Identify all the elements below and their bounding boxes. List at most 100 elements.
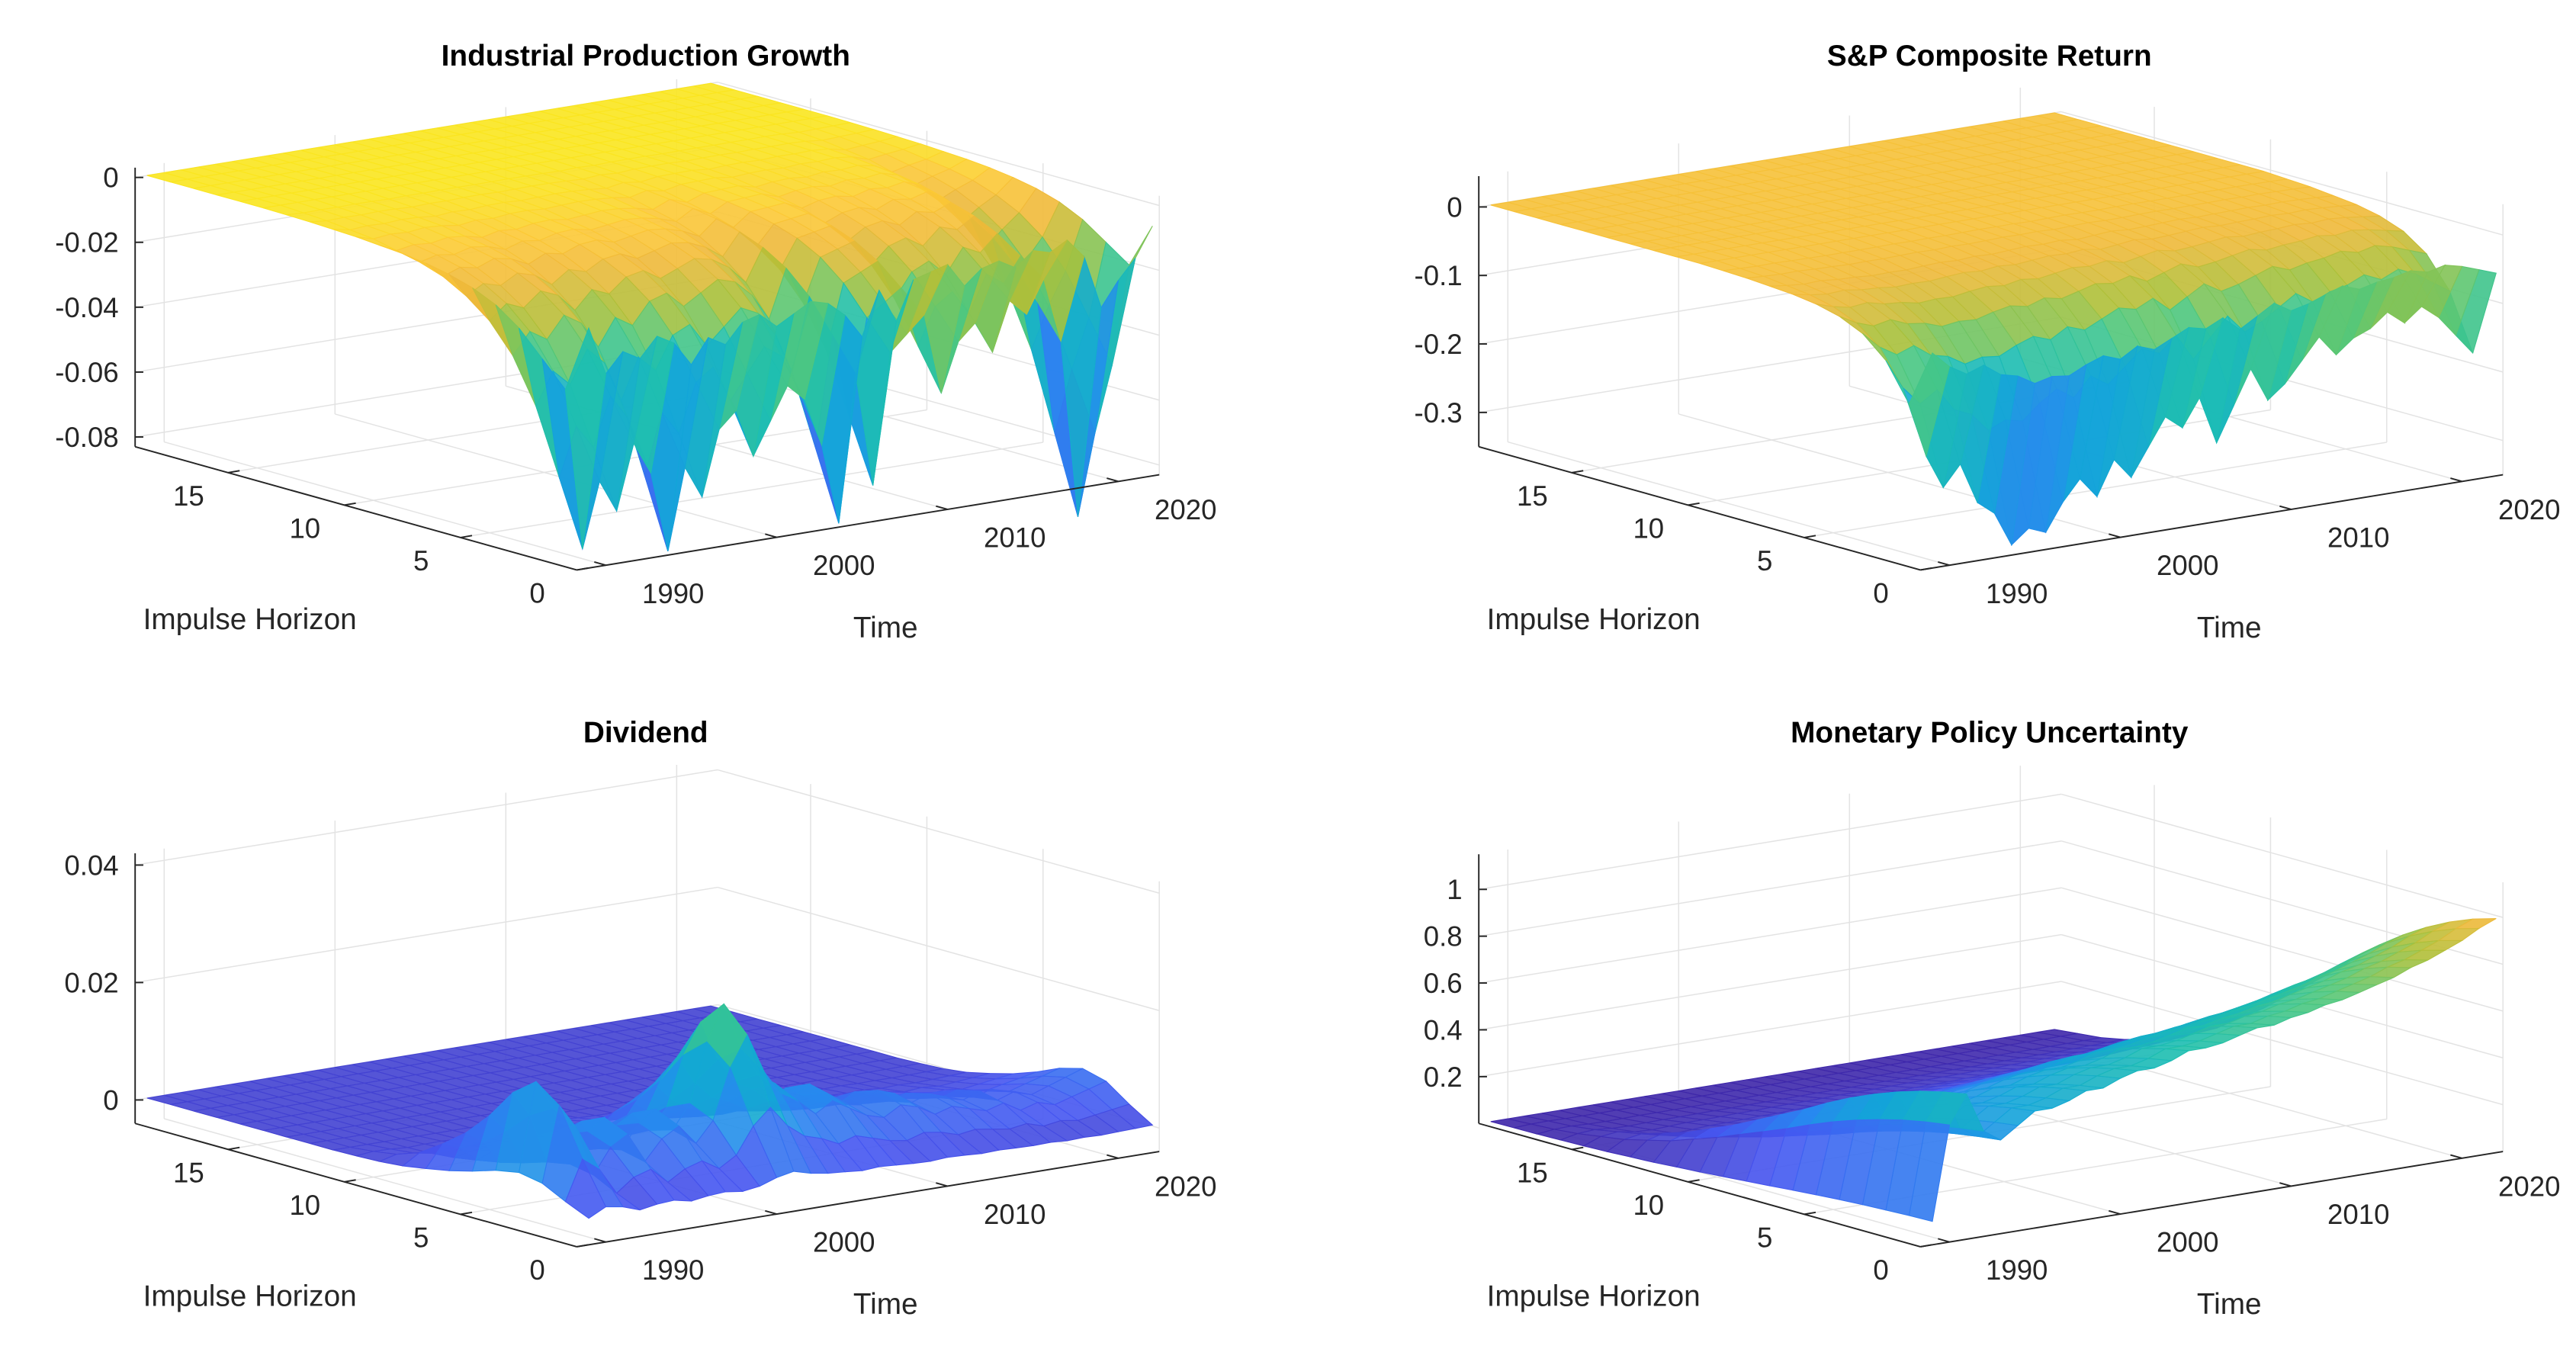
time-tick	[936, 1182, 948, 1187]
z-tick-label: 1	[1447, 874, 1462, 905]
time-axis-label: Time	[2197, 612, 2262, 644]
time-tick-label: 1990	[1986, 1254, 2048, 1286]
sidewall-gridline	[717, 886, 1160, 1011]
horizon-tick	[1688, 1179, 1700, 1183]
sidewall-gridline	[2060, 111, 2504, 236]
sidewall-gridline	[717, 82, 1160, 207]
time-axis	[577, 1151, 1160, 1248]
surface-patch	[564, 1158, 607, 1219]
time-tick	[594, 1238, 606, 1243]
horizon-tick	[1571, 470, 1584, 474]
z-tick-label: -0.2	[1415, 329, 1463, 360]
z-tick-label: -0.04	[55, 292, 118, 323]
sidewall-gridline	[2060, 981, 2504, 1106]
sidewall-gridline	[2060, 793, 2504, 918]
chart-panel: 0 -0.1 -0.2 -0.3 0 5 10 15 1990 2000 2010 2020 Impul…	[1415, 40, 2561, 644]
horizon-axis	[1478, 1123, 1921, 1248]
time-tick	[2450, 477, 2462, 483]
horizon-tick-label: 10	[289, 1190, 320, 1221]
horizon-tick-label: 0	[529, 578, 544, 609]
horizon-tick	[577, 567, 589, 571]
time-tick	[1938, 560, 1950, 567]
time-tick-label: 1990	[1986, 578, 2048, 609]
horizon-tick	[227, 1146, 240, 1151]
horizon-tick	[344, 502, 356, 506]
time-tick-label: 2000	[2157, 550, 2218, 581]
surface-patch	[1908, 1121, 1951, 1222]
horizon-tick	[460, 535, 473, 538]
surface	[1490, 112, 2497, 547]
time-tick	[1107, 477, 1119, 483]
horizon-tick-label: 10	[1633, 1190, 1664, 1221]
floor-gridline	[164, 441, 606, 566]
chart-title: Dividend	[583, 717, 708, 750]
time-tick-label: 2000	[813, 1227, 875, 1258]
horizon-axis	[134, 445, 577, 571]
surface-patch	[564, 326, 606, 549]
horizon-tick-label: 10	[289, 512, 320, 544]
horizon-tick	[1571, 1146, 1584, 1151]
horizon-tick-label: 5	[413, 545, 429, 577]
z-tick-label: 0.4	[1424, 1014, 1463, 1045]
floor-gridline	[1508, 441, 1950, 566]
backwall-gridline	[1479, 981, 2062, 1078]
chart-title: S&P Composite Return	[1827, 40, 2152, 72]
z-tick-label: -0.1	[1415, 260, 1463, 291]
time-tick	[2109, 533, 2121, 538]
horizon-tick-label: 0	[1873, 578, 1888, 609]
backwall-gridline	[135, 886, 718, 984]
time-tick	[2279, 505, 2292, 510]
horizon-tick	[344, 1179, 356, 1183]
time-axis-label: Time	[853, 612, 918, 644]
backwall-gridline	[1479, 840, 2062, 937]
time-axis	[577, 474, 1160, 571]
surface-patch	[1908, 352, 1951, 458]
z-tick-label: 0	[1447, 191, 1462, 223]
horizon-axis-label: Impulse Horizon	[1487, 1280, 1701, 1312]
time-axis	[1920, 1151, 2504, 1248]
chart-title: Industrial Production Growth	[442, 40, 850, 72]
time-tick	[2279, 1182, 2292, 1187]
time-tick-label: 1990	[642, 1254, 704, 1286]
z-tick-label: -0.08	[55, 422, 118, 453]
horizon-tick	[1920, 567, 1932, 571]
horizon-tick-label: 5	[413, 1222, 429, 1253]
backwall-gridline	[1479, 887, 2062, 984]
time-tick-label: 2000	[813, 550, 875, 581]
horizon-tick-label: 15	[173, 1157, 204, 1188]
backwall-gridline	[1479, 933, 2062, 1031]
z-tick-label: 0.2	[1424, 1061, 1463, 1093]
floor-gridline	[460, 442, 1043, 538]
z-tick-label: -0.02	[55, 227, 118, 259]
horizon-axis-label: Impulse Horizon	[143, 603, 357, 636]
z-tick-label: 0.8	[1424, 921, 1463, 952]
horizon-axis-label: Impulse Horizon	[143, 1280, 357, 1312]
horizon-tick-label: 0	[529, 1254, 544, 1286]
horizon-tick	[227, 470, 240, 474]
time-axis-label: Time	[853, 1288, 918, 1321]
horizon-tick	[577, 1244, 589, 1248]
time-tick-label: 2020	[2498, 1171, 2560, 1202]
chart-title: Monetary Policy Uncertainty	[1791, 717, 2189, 750]
z-tick-label: 0	[103, 1084, 118, 1116]
surface	[146, 82, 1153, 552]
time-axis-label: Time	[2197, 1288, 2262, 1321]
horizon-tick	[1804, 1211, 1816, 1216]
horizon-tick-label: 5	[1757, 545, 1772, 577]
time-tick-label: 2010	[984, 522, 1045, 554]
z-tick-label: 0.6	[1424, 968, 1463, 999]
horizon-tick-label: 15	[1517, 1157, 1548, 1188]
time-tick-label: 1990	[642, 578, 704, 609]
z-tick-label: 0.04	[64, 850, 118, 881]
floor-gridline	[164, 1118, 606, 1243]
surface	[146, 1003, 1154, 1219]
time-tick	[765, 533, 777, 538]
time-tick-label: 2010	[2327, 1199, 2389, 1230]
chart-panel: 0.20.40.60.810510151990200020102020Impul…	[1424, 717, 2561, 1322]
sidewall-gridline	[2060, 887, 2504, 1012]
chart-panel: 0 -0.02 -0.04 -0.06 -0.08 0 5 10 15 1990 2000 2010 2…	[55, 40, 1216, 644]
horizon-tick-label: 15	[1517, 480, 1548, 512]
time-tick	[936, 505, 948, 510]
time-tick-label: 2020	[1155, 494, 1216, 525]
